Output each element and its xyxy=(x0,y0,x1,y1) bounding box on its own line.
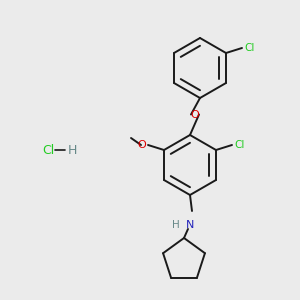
Text: H: H xyxy=(67,143,77,157)
Text: N: N xyxy=(186,220,194,230)
Text: H: H xyxy=(172,220,180,230)
Text: O: O xyxy=(190,110,200,119)
Text: Cl: Cl xyxy=(234,140,244,150)
Text: O: O xyxy=(137,140,146,150)
Text: Cl: Cl xyxy=(244,43,254,53)
Text: Cl: Cl xyxy=(42,143,54,157)
